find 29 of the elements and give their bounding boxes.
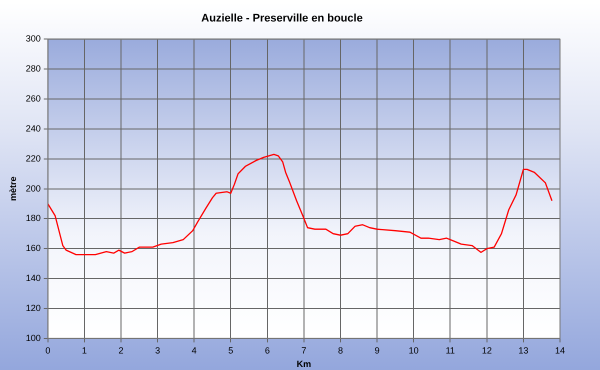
y-tick-label: 280 [26,64,41,74]
y-tick-label: 200 [26,183,41,194]
y-tick-label: 160 [26,243,41,254]
x-tick-label: 1 [82,345,87,356]
y-tick-label: 240 [26,123,41,134]
x-tick-label: 11 [446,345,455,356]
x-tick-label: 10 [408,345,419,356]
y-axis-title: mètre [8,176,18,202]
y-tick-label: 180 [26,213,41,224]
x-tick-label: 13 [518,345,528,356]
y-tick-label: 300 [26,34,41,44]
chart-title: Auzielle - Preserville en boucle [201,12,363,25]
y-tick-label: 100 [26,332,41,343]
x-tick-label: 0 [45,345,50,356]
x-tick-label: 14 [554,345,566,356]
x-tick-label: 8 [338,345,343,356]
x-tick-label: 3 [155,345,160,356]
x-axis-title: Km [296,359,312,370]
y-tick-label: 140 [26,273,41,284]
y-tick-label: 260 [26,94,41,104]
x-tick-label: 2 [118,345,124,356]
x-tick-label: 7 [301,345,306,356]
y-tick-label: 220 [26,153,41,164]
x-tick-label: 6 [264,345,270,356]
x-tick-label: 12 [482,345,492,356]
x-tick-label: 9 [374,345,380,356]
x-tick-label: 4 [192,345,197,356]
x-tick-label: 5 [228,345,234,356]
y-tick-label: 120 [26,302,41,313]
